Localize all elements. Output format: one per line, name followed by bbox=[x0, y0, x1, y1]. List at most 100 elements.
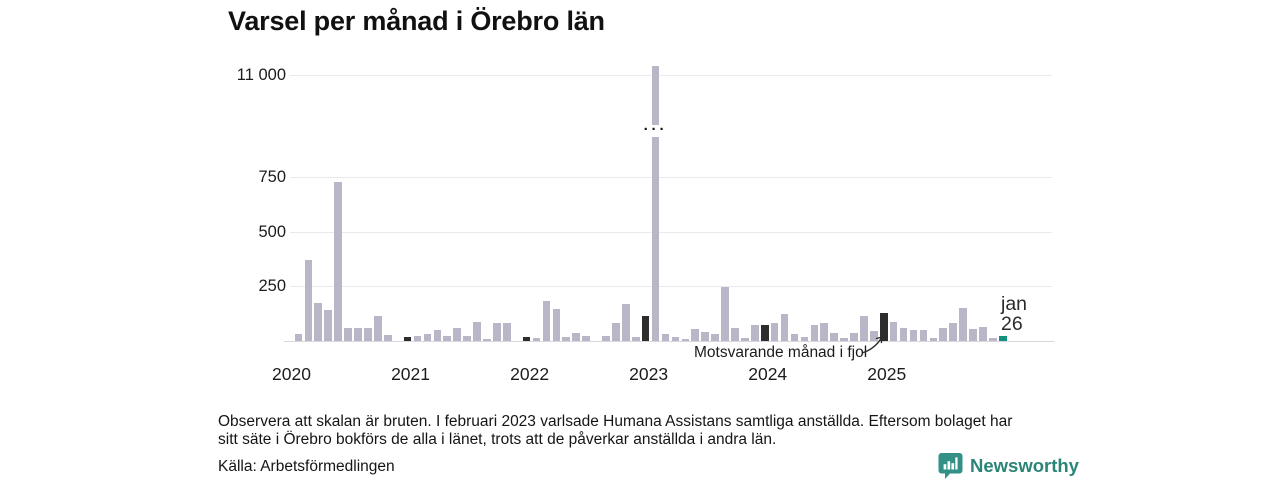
y-axis-tick-label: 250 bbox=[258, 277, 286, 296]
bar bbox=[532, 338, 541, 341]
annotation-last-year: Motsvarande månad i fjol bbox=[694, 344, 868, 361]
x-axis-tick-label: 2022 bbox=[510, 364, 550, 384]
x-axis-tick-label: 2023 bbox=[629, 364, 669, 384]
bar bbox=[344, 328, 352, 341]
bar bbox=[770, 322, 779, 341]
branding-name: Newsworthy bbox=[970, 454, 1079, 476]
bar bbox=[830, 332, 838, 341]
bar bbox=[701, 331, 709, 341]
bar bbox=[423, 333, 432, 341]
y-axis-tick-label: 11 000 bbox=[236, 66, 286, 84]
bar bbox=[870, 330, 878, 341]
footnote: Observera att skalan är bruten. I februa… bbox=[218, 413, 1118, 448]
bar bbox=[780, 314, 789, 341]
footnote-line: Observera att skalan är bruten. I februa… bbox=[218, 413, 1013, 430]
bar bbox=[602, 335, 610, 341]
bar bbox=[800, 336, 809, 341]
bar bbox=[304, 260, 313, 341]
bar bbox=[383, 334, 392, 341]
annotation-arrow-icon bbox=[861, 336, 883, 354]
bar bbox=[929, 337, 938, 341]
source-line: Källa: Arbetsförmedlingen bbox=[218, 458, 395, 475]
bar bbox=[443, 335, 452, 341]
bar bbox=[760, 324, 769, 341]
bar bbox=[959, 307, 967, 341]
bar bbox=[681, 339, 690, 341]
footnote-line: sitt säte i Örebro bokförs de alla i län… bbox=[218, 430, 777, 448]
bar bbox=[612, 322, 620, 341]
bar bbox=[473, 321, 481, 341]
gridline bbox=[290, 75, 1052, 76]
bar bbox=[731, 327, 739, 341]
y-axis-tick-label: 500 bbox=[258, 222, 286, 241]
bar bbox=[949, 322, 957, 341]
bar bbox=[840, 338, 848, 341]
x-axis-tick-label: 2024 bbox=[748, 364, 788, 384]
bar bbox=[631, 336, 640, 341]
chart-title: Varsel per månad i Örebro län bbox=[228, 6, 605, 36]
bar bbox=[969, 329, 977, 341]
x-axis-tick-label: 2025 bbox=[867, 364, 907, 384]
current-month-label: jan 26 bbox=[1001, 294, 1027, 334]
bar bbox=[373, 315, 382, 341]
bar bbox=[790, 334, 799, 341]
bar bbox=[999, 335, 1007, 341]
x-axis-line bbox=[284, 341, 1054, 342]
bar bbox=[493, 323, 501, 341]
bar bbox=[939, 327, 948, 341]
bar bbox=[711, 334, 719, 341]
newsworthy-logo-icon bbox=[938, 453, 963, 479]
bar bbox=[622, 303, 630, 341]
bar bbox=[502, 323, 511, 341]
bar bbox=[741, 338, 749, 341]
bar bbox=[691, 329, 700, 341]
bar bbox=[334, 182, 342, 341]
bar bbox=[413, 335, 422, 341]
bar bbox=[721, 287, 729, 341]
bar bbox=[979, 327, 987, 341]
gridline bbox=[290, 231, 1052, 233]
bar bbox=[909, 330, 918, 341]
branding: Newsworthy bbox=[938, 452, 1079, 479]
bar bbox=[860, 315, 868, 341]
bar bbox=[314, 302, 323, 341]
bar bbox=[750, 324, 759, 341]
bar bbox=[324, 310, 332, 341]
bar bbox=[294, 334, 303, 341]
bar-broken-lower bbox=[651, 137, 660, 341]
bar bbox=[562, 336, 571, 341]
bar bbox=[899, 327, 908, 341]
bar bbox=[989, 337, 997, 341]
bar bbox=[820, 322, 829, 341]
gridline bbox=[290, 177, 1052, 178]
bar bbox=[522, 336, 531, 341]
bar bbox=[364, 328, 372, 341]
current-month-name: jan bbox=[1001, 293, 1028, 315]
bar bbox=[641, 315, 650, 341]
bar bbox=[919, 330, 928, 341]
bar bbox=[403, 336, 412, 341]
bar bbox=[572, 332, 580, 341]
bar bbox=[582, 335, 590, 341]
current-month-year: 26 bbox=[1001, 313, 1023, 335]
bar bbox=[463, 335, 471, 341]
bar bbox=[850, 332, 858, 341]
bar bbox=[889, 321, 898, 341]
bar bbox=[879, 312, 888, 341]
bar bbox=[661, 334, 670, 341]
bar bbox=[483, 339, 491, 341]
y-axis-tick-label: 750 bbox=[258, 168, 286, 186]
bar bbox=[810, 325, 819, 341]
bar bbox=[453, 328, 461, 341]
bar-broken-upper bbox=[651, 66, 660, 125]
gridline bbox=[290, 286, 1052, 288]
bar bbox=[542, 300, 551, 341]
bar bbox=[671, 336, 680, 341]
x-axis-tick-label: 2021 bbox=[391, 364, 431, 384]
bar bbox=[354, 328, 362, 341]
bar bbox=[552, 309, 561, 341]
x-axis-tick-label: 2020 bbox=[272, 364, 311, 384]
scale-break-dots: ··· bbox=[643, 121, 668, 138]
